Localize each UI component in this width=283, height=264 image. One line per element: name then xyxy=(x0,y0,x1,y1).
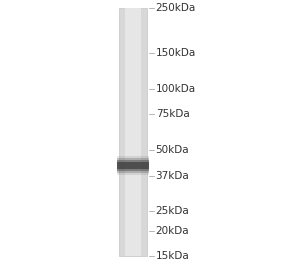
Text: 250kDa: 250kDa xyxy=(156,3,196,13)
Bar xyxy=(117,162,149,169)
Text: 20kDa: 20kDa xyxy=(156,226,189,236)
Text: 100kDa: 100kDa xyxy=(156,84,196,94)
Bar xyxy=(117,158,149,173)
Bar xyxy=(117,160,149,171)
Text: 50kDa: 50kDa xyxy=(156,145,189,155)
Text: 37kDa: 37kDa xyxy=(156,171,189,181)
Text: 15kDa: 15kDa xyxy=(156,251,189,261)
Text: 25kDa: 25kDa xyxy=(156,206,189,216)
Text: 75kDa: 75kDa xyxy=(156,109,189,119)
Bar xyxy=(125,8,141,256)
Text: 150kDa: 150kDa xyxy=(156,48,196,58)
Bar xyxy=(117,156,149,175)
Bar xyxy=(119,8,147,256)
